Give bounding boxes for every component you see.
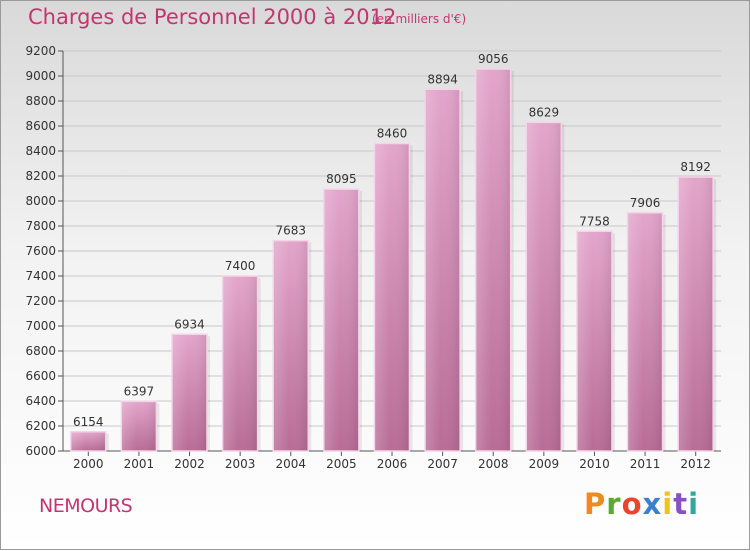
logo-letter: P	[584, 487, 607, 521]
bar-highlight	[122, 402, 156, 451]
bar-highlight	[223, 277, 257, 451]
y-tick-label: 8800	[25, 94, 56, 108]
x-tick-label: 2008	[478, 457, 509, 471]
y-tick-label: 6000	[25, 444, 56, 458]
y-tick-label: 8200	[25, 169, 56, 183]
logo-letter: i	[688, 487, 700, 521]
y-tick-label: 9000	[25, 69, 56, 83]
x-tick-label: 2011	[630, 457, 661, 471]
y-tick-label: 7800	[25, 219, 56, 233]
x-tick-label: 2004	[275, 457, 306, 471]
y-tick-label: 7400	[25, 269, 56, 283]
y-tick-label: 8400	[25, 144, 56, 158]
data-label: 6154	[73, 415, 104, 429]
bar-highlight	[274, 241, 308, 451]
x-tick-label: 2010	[579, 457, 610, 471]
data-label: 9056	[478, 52, 509, 66]
logo-letter: o	[621, 487, 643, 521]
logo-letter: x	[642, 487, 663, 521]
y-tick-label: 6200	[25, 419, 56, 433]
y-tick-label: 8000	[25, 194, 56, 208]
proxiti-logo[interactable]: Proxiti	[584, 487, 699, 521]
bar-highlight	[577, 232, 611, 451]
bar-highlight	[628, 213, 662, 451]
bar-highlight	[324, 190, 358, 451]
bar-highlight	[173, 335, 207, 451]
y-tick-label: 9200	[25, 44, 56, 58]
data-label: 8192	[680, 160, 711, 174]
bar-highlight	[679, 178, 713, 451]
x-tick-label: 2012	[680, 457, 711, 471]
labels: 6000 6200 6400 6600 6800 7000 7200 7400 7600 7800…	[25, 44, 711, 471]
data-label: 6397	[124, 384, 155, 398]
data-label: 7906	[630, 196, 661, 210]
logo-letter: t	[673, 487, 689, 521]
y-tick-label: 7200	[25, 294, 56, 308]
bar-highlight	[426, 90, 460, 451]
data-label: 7400	[225, 259, 256, 273]
bar-highlight	[375, 144, 409, 451]
y-tick-label: 6600	[25, 369, 56, 383]
x-tick-label: 2002	[174, 457, 205, 471]
x-tick-label: 2003	[225, 457, 256, 471]
data-label: 8629	[529, 105, 560, 119]
data-label: 8095	[326, 172, 357, 186]
logo-letter: r	[606, 487, 622, 521]
bar-highlight	[527, 123, 561, 451]
y-tick-label: 7000	[25, 319, 56, 333]
x-tick-label: 2007	[427, 457, 458, 471]
y-tick-label: 6800	[25, 344, 56, 358]
y-tick-label: 8600	[25, 119, 56, 133]
bar-highlight	[476, 70, 510, 451]
x-tick-label: 2001	[124, 457, 155, 471]
x-tick-label: 2000	[73, 457, 104, 471]
y-tick-label: 7600	[25, 244, 56, 258]
y-tick-label: 6400	[25, 394, 56, 408]
chart-subtitle: (en milliers d'€)	[372, 12, 467, 26]
data-label: 8894	[427, 72, 458, 86]
data-label: 6934	[174, 317, 205, 331]
chart-title: Charges de Personnel 2000 à 2012	[28, 5, 397, 29]
city-name: NEMOURS	[39, 495, 133, 517]
logo-letter: i	[662, 487, 674, 521]
bars	[70, 68, 717, 452]
x-tick-label: 2006	[377, 457, 408, 471]
data-label: 7683	[275, 224, 306, 238]
data-label: 8460	[377, 127, 408, 141]
x-tick-label: 2009	[529, 457, 560, 471]
bar-highlight	[71, 432, 105, 451]
data-label: 7758	[579, 214, 610, 228]
x-tick-label: 2005	[326, 457, 357, 471]
